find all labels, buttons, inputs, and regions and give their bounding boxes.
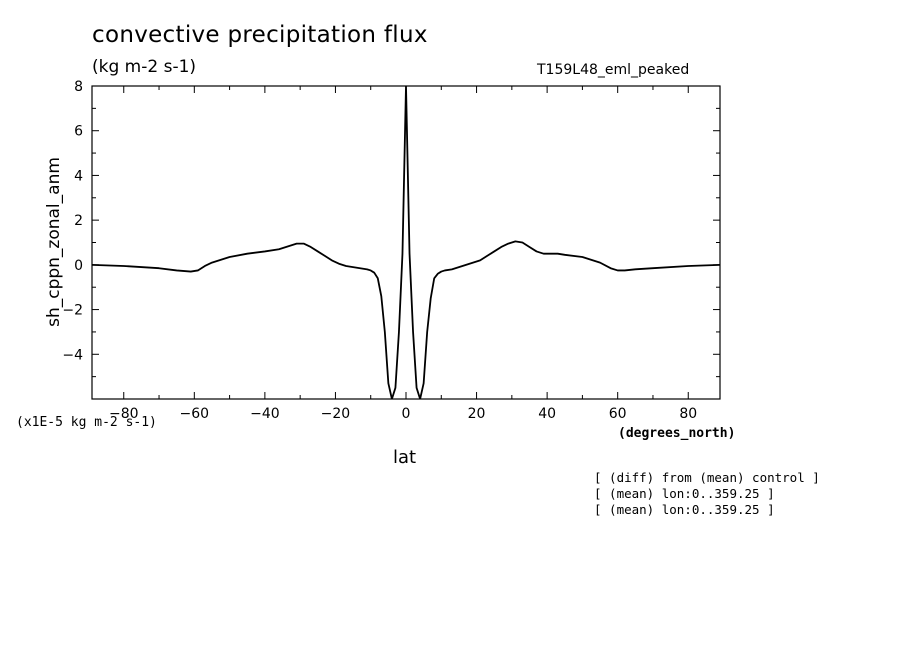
y-tick-label: 0 <box>74 258 83 274</box>
annotation-line: [ (diff) from (mean) control ] <box>594 470 820 485</box>
chart-units-label: (kg m-2 s-1) <box>92 57 197 77</box>
annotation-line: [ (mean) lon:0..359.25 ] <box>594 502 775 517</box>
x-axis-label: lat <box>393 447 417 468</box>
y-axis-label: sh_cppn_zonal_anm <box>44 157 64 327</box>
x-tick-label: 60 <box>609 406 627 422</box>
y-tick-label: 6 <box>74 124 83 140</box>
y-tick-label: 2 <box>74 213 83 229</box>
annotation-line: [ (mean) lon:0..359.25 ] <box>594 486 775 501</box>
y-tick-label: 8 <box>74 79 83 95</box>
x-tick-label: −60 <box>180 406 210 422</box>
series-line <box>92 86 720 399</box>
x-axis-units: (degrees_north) <box>618 426 736 441</box>
y-tick-label: 4 <box>74 168 83 184</box>
run-label: T159L48_eml_peaked <box>537 62 690 78</box>
y-tick-label: −2 <box>62 303 83 319</box>
x-tick-label: −40 <box>250 406 280 422</box>
y-tick-label: −4 <box>62 347 83 363</box>
y-scale-note: (x1E-5 kg m-2 s-1) <box>16 415 157 430</box>
x-tick-label: −80 <box>109 406 139 422</box>
chart-title: convective precipitation flux <box>92 22 428 48</box>
x-tick-label: −20 <box>321 406 351 422</box>
x-tick-label: 80 <box>679 406 697 422</box>
x-tick-label: 20 <box>468 406 486 422</box>
x-tick-label: 40 <box>538 406 556 422</box>
x-tick-label: 0 <box>402 406 411 422</box>
plot-frame <box>91 85 721 400</box>
